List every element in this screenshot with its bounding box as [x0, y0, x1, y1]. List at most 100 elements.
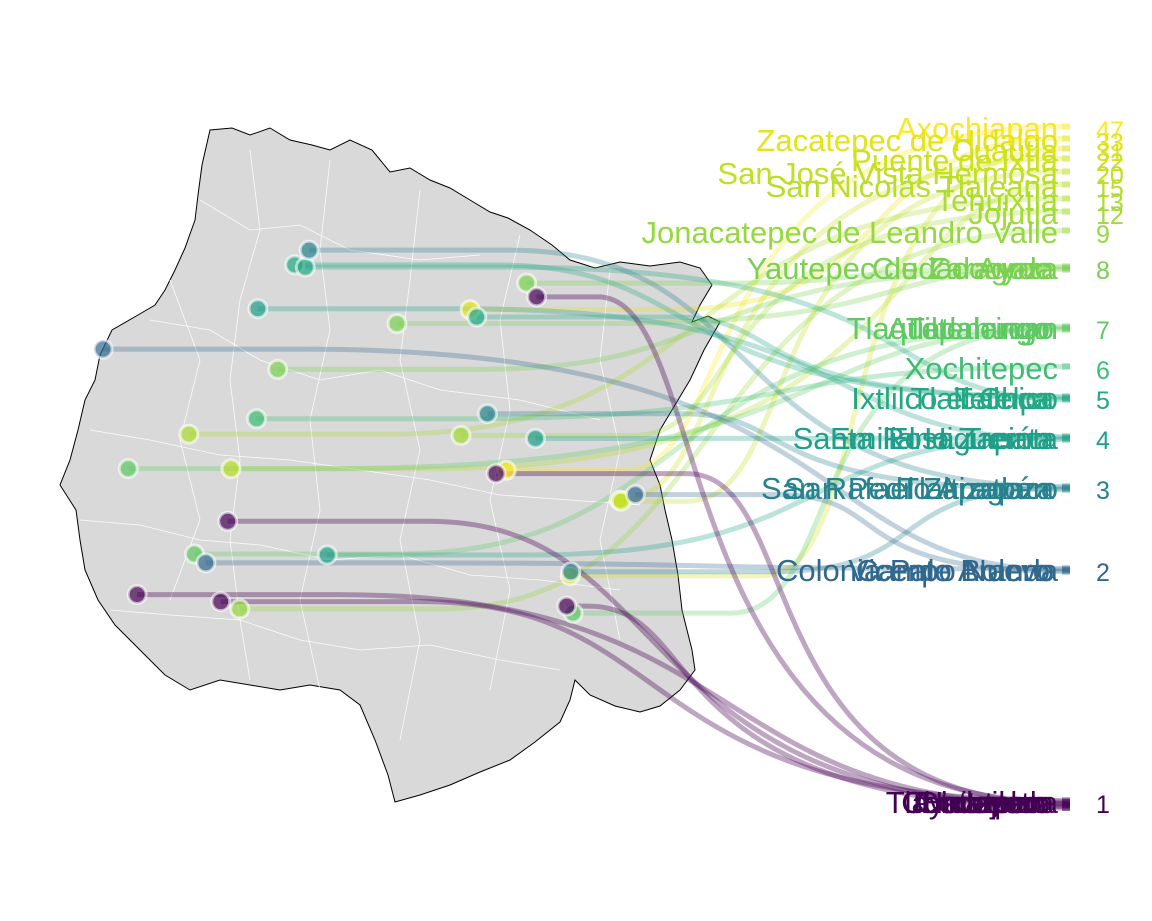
location-point [229, 598, 251, 620]
location-point [92, 338, 114, 360]
rank-value: 22 [1096, 149, 1124, 177]
rank-value: 7 [1096, 317, 1110, 345]
location-label: Cocoyoc [929, 251, 1050, 286]
location-point [450, 424, 472, 446]
rank-value: 1 [1096, 791, 1110, 819]
rank-value: 31 [1096, 139, 1124, 167]
location-label: Ciudad Ayala [872, 251, 1055, 286]
location-label: Coatetelco [902, 785, 1050, 820]
municipality-boundaries [79, 149, 641, 741]
connector-line [227, 518, 1063, 809]
connector-line [309, 247, 1063, 490]
location-point [210, 591, 232, 613]
connector-line [294, 262, 1063, 401]
location-label: Huitzilac [921, 785, 1038, 820]
connector-line [496, 471, 1063, 806]
rank-band [1062, 396, 1070, 403]
location-point [524, 427, 546, 449]
location-label: Puente de Ixtla [851, 143, 1059, 178]
connector-line [205, 560, 1063, 572]
location-label: El Higuerón [888, 421, 1050, 456]
state-map [59, 127, 721, 803]
location-label: Tlaltizapán [900, 471, 1050, 506]
location-point [178, 423, 200, 445]
location-label: Totolapan [908, 785, 1042, 820]
connector-line [573, 324, 1063, 616]
connector-line [635, 492, 1063, 574]
location-label: Vicente Aranda [848, 553, 1058, 588]
rank-band [1062, 168, 1070, 175]
location-point [117, 458, 139, 480]
location-point [386, 313, 408, 335]
connector-line [327, 434, 1063, 558]
location-point [516, 272, 538, 294]
rank-value: 4 [1096, 427, 1110, 455]
location-label: Tlaquiltenango [847, 311, 1050, 346]
location-point [526, 286, 548, 308]
location-point [485, 463, 507, 485]
rank-band [1062, 486, 1070, 493]
location-label: San Nicolás Tlaleana [766, 169, 1059, 204]
rank-band [1062, 326, 1070, 333]
connector-line [188, 196, 1063, 437]
rank-value: 47 [1096, 117, 1124, 145]
connector-line [476, 314, 1063, 400]
location-point [247, 298, 269, 320]
rank-band [1062, 195, 1070, 202]
rank-band [1062, 123, 1070, 130]
connector-line [256, 364, 1063, 422]
rank-value: 5 [1096, 387, 1110, 415]
connector-lines [103, 123, 1070, 811]
rank-value: 3 [1096, 477, 1110, 505]
rank-value: 6 [1096, 357, 1110, 385]
connector-line [536, 294, 1063, 805]
location-points [92, 239, 646, 624]
connector-line [621, 169, 1063, 504]
connector-line [397, 265, 1063, 327]
location-point [624, 484, 646, 506]
connector-line [239, 228, 1063, 612]
rank-value: 20 [1096, 162, 1124, 190]
connector-line [277, 266, 1063, 372]
rank-band [1062, 145, 1070, 152]
location-label: Santa Rosa Treinta [793, 421, 1059, 456]
location-label: Chinameca [901, 785, 1059, 820]
location-point [245, 408, 267, 430]
connector-line [570, 146, 1063, 579]
connector-line [470, 136, 1063, 313]
rank-value: 9 [1096, 221, 1110, 249]
rank-band [1062, 363, 1070, 370]
location-label: Emiliano Zapata [830, 421, 1055, 456]
rank-value: 15 [1096, 175, 1124, 203]
location-label: Jonacatepec de Leandro Valle [641, 215, 1058, 250]
rank-value: 33 [1096, 129, 1124, 157]
location-label: Cuautla [951, 133, 1059, 168]
rank-value: 2 [1096, 559, 1110, 587]
location-label: Axochiapan [896, 111, 1058, 146]
location-label: Tetelpa [954, 381, 1055, 416]
rank-value: 13 [1096, 189, 1124, 217]
location-point [316, 544, 338, 566]
rank-band [1062, 135, 1070, 142]
location-label: Cocoyotla [916, 785, 1055, 820]
rank-band [1062, 208, 1070, 215]
rank-band [1062, 805, 1070, 811]
rank-band [1062, 568, 1070, 575]
connector-line [526, 264, 1063, 286]
connector-line [128, 326, 1063, 472]
location-label: Tehuixtla [936, 183, 1059, 218]
location-point [126, 584, 148, 606]
location-point [294, 256, 316, 278]
location-label: San Rafael Zaragoza [761, 471, 1055, 506]
location-label: Campo Nuevo [856, 553, 1054, 588]
rank-band [1062, 227, 1070, 234]
location-label: Atlatlahucan [887, 311, 1058, 346]
location-label: Yautepec de Zaragoza [747, 251, 1059, 286]
connector-line [231, 182, 1063, 472]
connector-line [257, 306, 1063, 442]
location-label: Tepalcingo [906, 311, 1054, 346]
connector-line [461, 209, 1063, 438]
connector-line [220, 599, 1063, 804]
